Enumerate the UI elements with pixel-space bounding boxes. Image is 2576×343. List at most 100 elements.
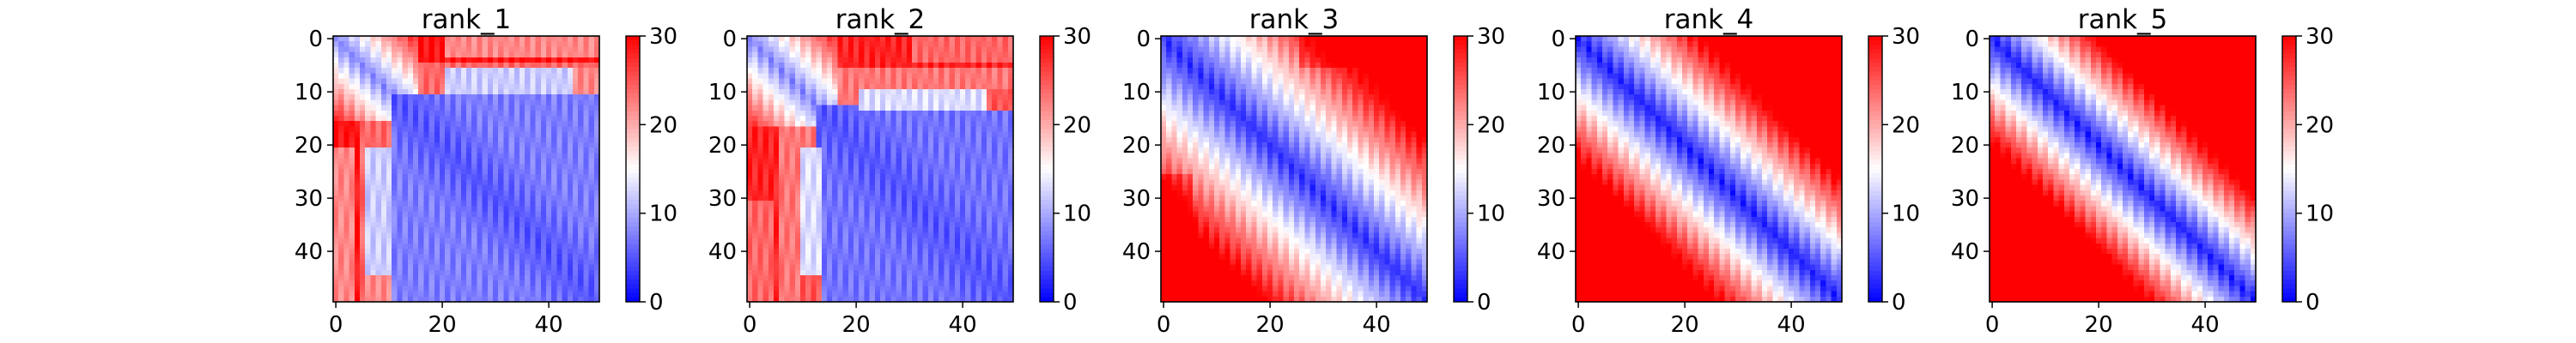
heatmap-cell	[354, 238, 361, 244]
heatmap-cell	[493, 73, 499, 80]
heatmap-cell	[842, 131, 849, 138]
heatmap-cell	[922, 211, 929, 218]
heatmap-cell	[789, 41, 796, 47]
heatmap-cell	[455, 196, 462, 202]
heatmap-cell	[965, 147, 971, 153]
heatmap-cell	[450, 73, 457, 80]
heatmap-cell	[854, 222, 860, 228]
heatmap-cell	[912, 78, 918, 85]
heatmap-cell	[816, 153, 823, 159]
colorbar-segment	[626, 280, 640, 285]
heatmap-cell	[762, 68, 769, 74]
heatmap-cell	[466, 73, 472, 80]
heatmap-cell	[567, 121, 574, 127]
heatmap-cell	[1007, 243, 1014, 250]
heatmap-cell	[402, 264, 409, 271]
heatmap-cell	[880, 196, 886, 202]
heatmap-cell	[450, 131, 457, 138]
heatmap-cell	[794, 136, 801, 143]
heatmap-cell	[981, 36, 987, 42]
colorbar-segment	[626, 231, 640, 237]
heatmap-cell	[477, 222, 483, 228]
heatmap-cell	[498, 105, 504, 111]
heatmap-cell	[593, 57, 600, 63]
heatmap-cell	[360, 147, 366, 153]
heatmap-cell	[380, 153, 387, 159]
heatmap-cell	[386, 280, 392, 286]
heatmap-cell	[890, 280, 897, 286]
heatmap-cell	[757, 280, 764, 286]
heatmap-cell	[927, 41, 934, 47]
heatmap-cell	[380, 78, 387, 85]
heatmap-cell	[917, 99, 924, 106]
heatmap-cell	[588, 51, 595, 58]
heatmap-cell	[370, 179, 377, 186]
heatmap-cell	[901, 174, 908, 180]
heatmap-cell	[402, 121, 409, 127]
heatmap-cell	[556, 243, 563, 250]
heatmap-cell	[811, 158, 817, 165]
heatmap-cell	[525, 68, 531, 74]
heatmap-cell	[997, 158, 1004, 165]
heatmap-cell	[343, 286, 350, 292]
heatmap-cell	[493, 94, 499, 100]
heatmap-cell	[805, 222, 811, 228]
heatmap-cell	[360, 73, 366, 80]
heatmap-cell	[343, 296, 350, 303]
heatmap-cell	[360, 105, 366, 111]
heatmap-cell	[402, 238, 409, 244]
heatmap-cell	[498, 116, 504, 122]
heatmap-cell	[482, 83, 489, 90]
heatmap-cell	[540, 184, 547, 191]
heatmap-cell	[827, 68, 833, 74]
heatmap-cell	[343, 131, 350, 138]
heatmap-cell	[874, 206, 881, 213]
heatmap-cell	[789, 110, 796, 117]
heatmap-cell	[349, 201, 355, 207]
heatmap-cell	[450, 99, 457, 106]
heatmap-cell	[450, 190, 457, 196]
heatmap-cell	[752, 269, 758, 276]
heatmap-cell	[360, 174, 366, 180]
heatmap-cell	[540, 46, 547, 53]
heatmap-cell	[360, 169, 366, 175]
heatmap-cell	[811, 174, 817, 180]
heatmap-cell	[859, 232, 865, 239]
heatmap-cell	[992, 286, 998, 292]
heatmap-cell	[365, 196, 371, 202]
heatmap-cell	[880, 275, 886, 281]
heatmap-cell	[583, 110, 590, 117]
heatmap-cell	[380, 83, 387, 90]
heatmap-cell	[901, 41, 908, 47]
heatmap-cell	[535, 184, 542, 191]
heatmap-cell	[508, 83, 515, 90]
heatmap-cell	[556, 190, 563, 196]
heatmap-cell	[583, 147, 590, 153]
heatmap-cell	[578, 201, 584, 207]
heatmap-cell	[588, 110, 595, 117]
heatmap-cell	[917, 206, 924, 213]
heatmap-cell	[445, 36, 451, 42]
heatmap-cell	[747, 41, 753, 47]
heatmap-cell	[567, 196, 574, 202]
heatmap-cell	[567, 243, 574, 250]
heatmap-cell	[578, 105, 584, 111]
heatmap-cell	[546, 116, 552, 122]
heatmap-cell	[434, 254, 440, 260]
heatmap-cell	[784, 227, 791, 233]
heatmap-cell	[890, 275, 897, 281]
heatmap-cell	[784, 121, 791, 127]
heatmap-cell	[901, 286, 908, 292]
heatmap-cell	[349, 73, 355, 80]
heatmap-cell	[927, 78, 934, 85]
heatmap-cell	[944, 121, 951, 127]
heatmap-cell	[380, 169, 387, 175]
heatmap-cell	[556, 147, 563, 153]
heatmap-cell	[832, 259, 838, 266]
heatmap-cell	[997, 216, 1004, 223]
heatmap-cell	[885, 78, 891, 85]
heatmap-cell	[907, 238, 913, 244]
heatmap-cell	[800, 286, 806, 292]
heatmap-cell	[965, 110, 971, 117]
heatmap-cell	[837, 41, 844, 47]
